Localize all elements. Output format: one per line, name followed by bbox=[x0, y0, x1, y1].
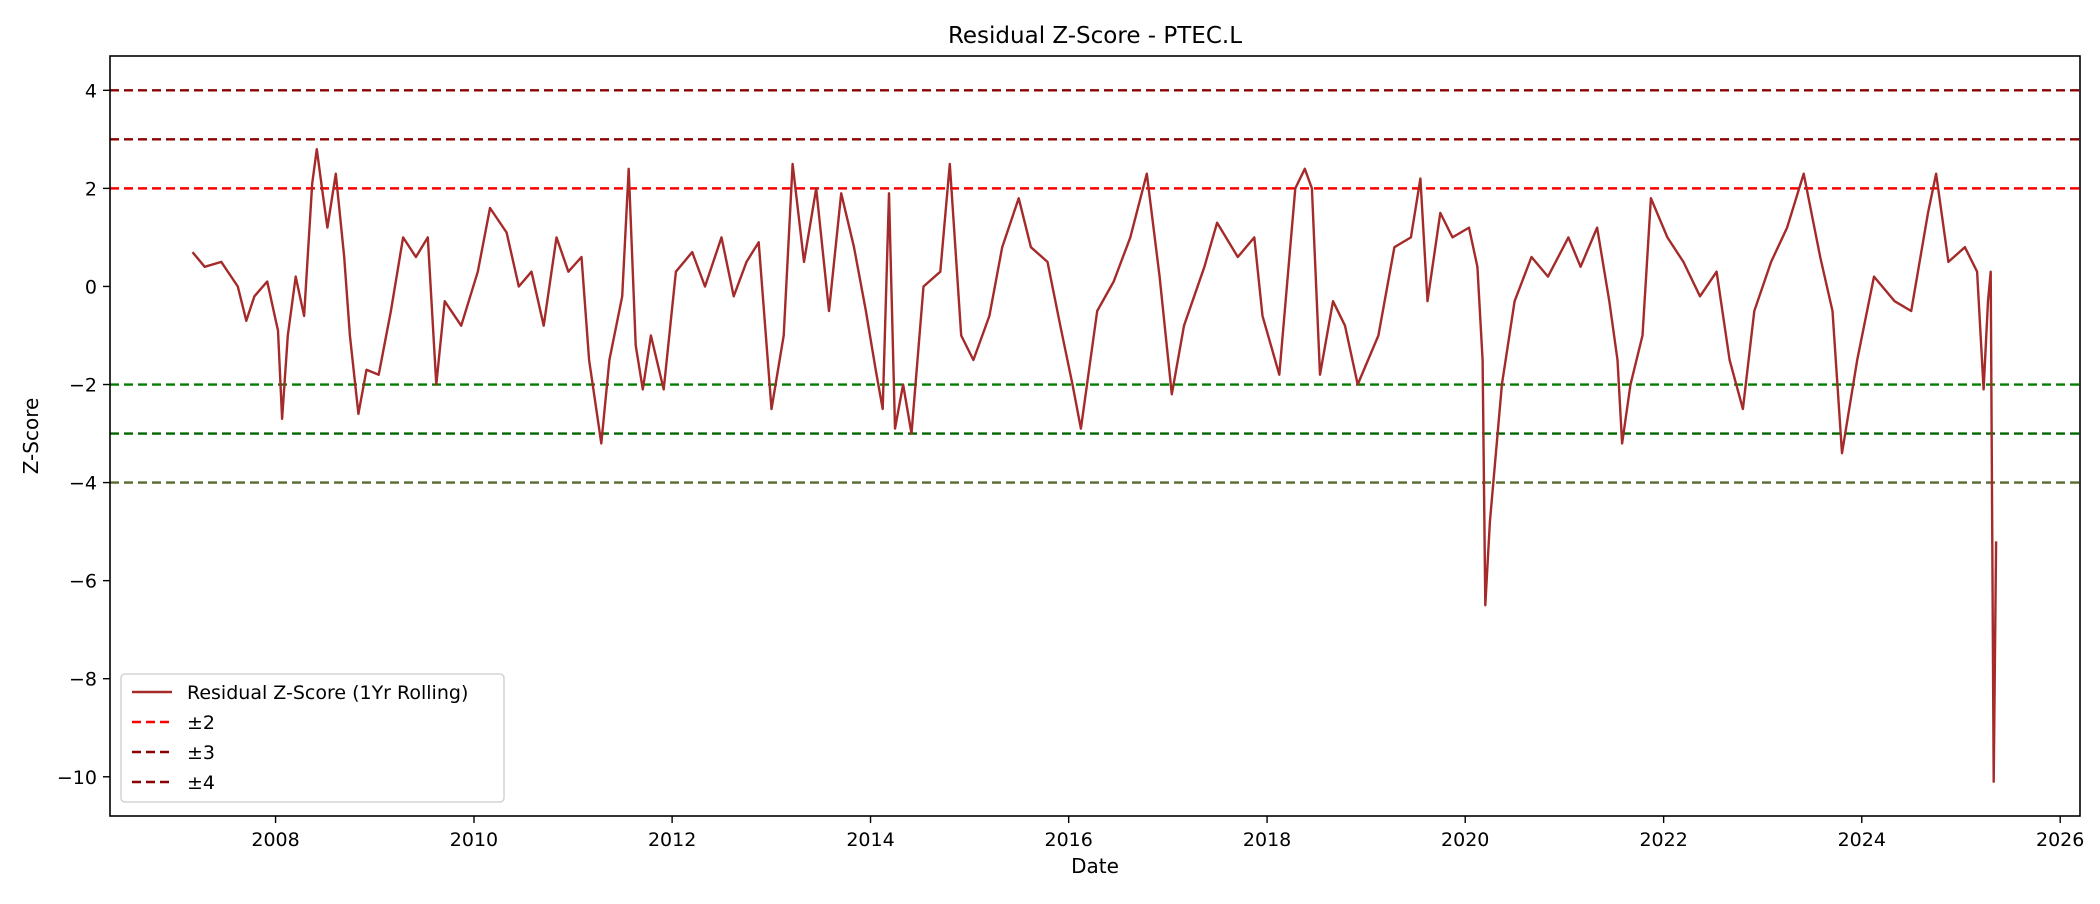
chart-title: Residual Z-Score - PTEC.L bbox=[948, 23, 1242, 49]
y-tick-label: −8 bbox=[69, 669, 97, 691]
threshold-lines bbox=[110, 89, 2080, 484]
legend-label: Residual Z-Score (1Yr Rolling) bbox=[187, 682, 468, 704]
y-tick-label: 2 bbox=[85, 178, 97, 200]
x-tick-label: 2010 bbox=[450, 829, 498, 851]
x-tick-label: 2016 bbox=[1044, 829, 1092, 851]
legend-label: ±2 bbox=[187, 712, 215, 734]
y-axis-label: Z-Score bbox=[19, 398, 43, 475]
legend-box bbox=[120, 673, 505, 803]
legend-label: ±3 bbox=[187, 742, 215, 764]
x-tick-label: 2020 bbox=[1441, 829, 1489, 851]
x-tick-label: 2024 bbox=[1838, 829, 1886, 851]
x-tick-label: 2012 bbox=[648, 829, 696, 851]
y-axis-ticks: 4 2 0 −2 −4 −6 −8 −10 bbox=[57, 80, 110, 789]
x-axis-ticks: 2008 2010 2012 2014 2016 2018 2020 2022 2024 2026 bbox=[251, 816, 2084, 851]
legend-label: ±4 bbox=[187, 772, 215, 794]
y-tick-label: −6 bbox=[69, 571, 97, 593]
x-tick-label: 2026 bbox=[2036, 829, 2084, 851]
series-layer bbox=[191, 147, 1998, 783]
y-tick-label: −2 bbox=[69, 375, 97, 397]
x-axis-label: Date bbox=[1071, 854, 1119, 878]
y-tick-label: 0 bbox=[85, 276, 97, 298]
y-tick-label: 4 bbox=[85, 80, 97, 102]
legend: Residual Z-Score (1Yr Rolling) ±2 ±3 ±4 bbox=[120, 673, 505, 803]
zscore-series-line bbox=[191, 147, 1998, 783]
y-tick-label: −10 bbox=[57, 767, 97, 789]
plot-frame bbox=[109, 55, 2081, 817]
x-tick-label: 2008 bbox=[251, 829, 299, 851]
x-tick-label: 2018 bbox=[1243, 829, 1291, 851]
x-tick-label: 2022 bbox=[1639, 829, 1687, 851]
x-tick-label: 2014 bbox=[846, 829, 894, 851]
y-tick-label: −4 bbox=[69, 473, 97, 495]
